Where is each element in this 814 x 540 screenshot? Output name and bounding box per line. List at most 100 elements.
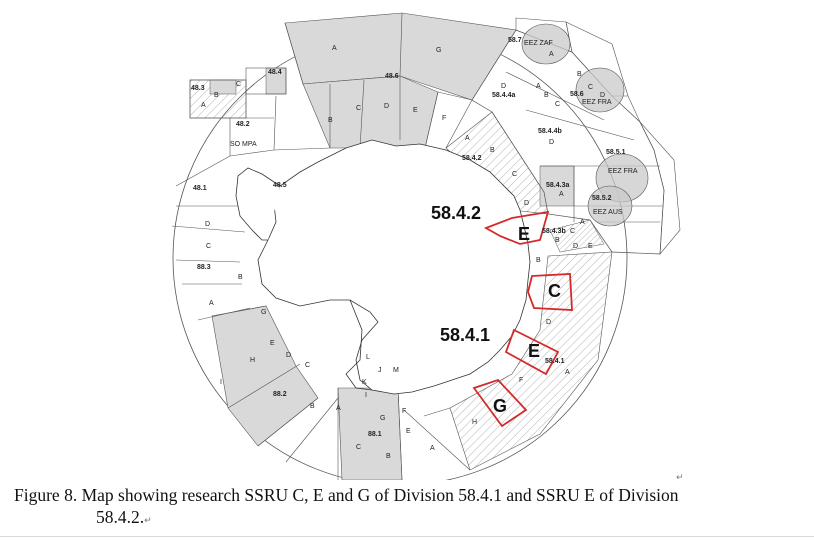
division-label: 58.4.3b xyxy=(542,228,566,235)
bottom-divider xyxy=(0,536,814,537)
ssru-letter: B xyxy=(386,453,391,460)
ssru-letter: C xyxy=(356,444,361,451)
ssru-letter: D xyxy=(600,92,605,99)
division-label: SO MPA xyxy=(230,141,257,148)
ssru-letter: A xyxy=(559,191,564,198)
ssru-letter: E xyxy=(270,340,275,347)
ssru-letter: C xyxy=(555,101,560,108)
division-label: 48.5 xyxy=(273,182,287,189)
division-label: 88.1 xyxy=(368,431,382,438)
ssru-letter: H xyxy=(250,357,255,364)
ssru-letter: D xyxy=(286,352,291,359)
outer-block-58-5-1 xyxy=(627,95,681,255)
caption-line-2: 58.4.2.↵ xyxy=(14,506,814,532)
ssru-58-4-1-g-label: G xyxy=(493,396,507,416)
ssru-letter: D xyxy=(384,103,389,110)
division-label: 48.6 xyxy=(385,73,399,80)
ssru-letter: E xyxy=(588,243,593,250)
ross-sea-coast xyxy=(345,299,373,391)
ssru-letter: E xyxy=(413,107,418,114)
eez-zaf xyxy=(521,23,571,65)
ssru-letter: F xyxy=(442,115,446,122)
ssru-letter: B xyxy=(555,237,560,244)
division-label: 58.5.2 xyxy=(592,195,612,202)
ssru-letter: D xyxy=(546,319,551,326)
ssru-letter: B xyxy=(544,92,549,99)
ssru-letter: F xyxy=(519,377,523,384)
ssru-letter: A xyxy=(536,83,541,90)
grid-line xyxy=(525,109,635,141)
division-label: 58.4.4a xyxy=(492,92,515,99)
ssru-letter: B xyxy=(536,257,541,264)
ccamlr-map: 48.3 48.4 48.6 48.2 SO MPA 48.5 48.1 88.… xyxy=(171,12,681,480)
ssru-letter: J xyxy=(378,367,382,374)
division-label: 58.4.3a xyxy=(546,182,569,189)
ssru-letter: G xyxy=(380,415,385,422)
ssru-letter: C xyxy=(356,105,361,112)
ssru-letter: C xyxy=(305,362,310,369)
ssru-letter: A xyxy=(565,369,570,376)
ssru-letter: B xyxy=(238,274,243,281)
eez-aus-heard xyxy=(587,185,633,227)
ssru-letter: D xyxy=(501,83,506,90)
ssru-letter: A xyxy=(332,45,337,52)
ssru-letter: A xyxy=(430,445,435,452)
ssru-letter: B xyxy=(577,71,582,78)
ssru-letter: A xyxy=(549,51,554,58)
ssru-letter: B xyxy=(214,92,219,99)
highlight-label-58-4-1: 58.4.1 xyxy=(440,325,490,345)
ssru-letter: L xyxy=(366,354,370,361)
ssru-letter: A xyxy=(580,219,585,226)
ssru-letter: C xyxy=(512,171,517,178)
division-label: 48.1 xyxy=(193,185,207,192)
ssru-58-4-1-c-outline xyxy=(527,273,573,311)
division-label: 88.3 xyxy=(197,264,211,271)
division-label: EEZ FRA xyxy=(582,99,612,106)
division-label: 88.2 xyxy=(273,391,287,398)
division-label: 58.4.4b xyxy=(538,128,562,135)
ssru-letter: D xyxy=(573,243,578,250)
ssru-letter: A xyxy=(336,405,341,412)
ssru-letter: C xyxy=(236,81,241,88)
ssru-letter: B xyxy=(328,117,333,124)
division-label: 48.3 xyxy=(191,85,205,92)
division-label: EEZ AUS xyxy=(593,209,623,216)
ssru-58-4-1-e-outline xyxy=(504,328,560,376)
division-label: 58.5.1 xyxy=(606,149,626,156)
eez-fra-crozet xyxy=(575,67,625,113)
ssru-letter: M xyxy=(393,367,399,374)
western-boxes xyxy=(189,67,287,156)
ssru-letter: C xyxy=(206,243,211,250)
ssru-letter: E xyxy=(406,428,411,435)
paragraph-mark: ↵ xyxy=(144,516,152,526)
highlight-label-58-4-2: 58.4.2 xyxy=(431,203,481,223)
antarctic-peninsula xyxy=(235,167,281,241)
ssru-58-4-1-e-label: E xyxy=(528,341,540,361)
division-label: 58.6 xyxy=(570,91,584,98)
ssru-letter: D xyxy=(524,200,529,207)
ssru-58-4-1-g-outline xyxy=(472,378,528,428)
sector-lines xyxy=(171,12,473,480)
ssru-letter: H xyxy=(472,419,477,426)
ssru-letters: A B C A G B C D E F D A B C A B C D D A … xyxy=(201,45,605,460)
ssru-letter: I xyxy=(365,392,367,399)
ssru-letter: D xyxy=(549,139,554,146)
ssru-letter: A xyxy=(465,135,470,142)
division-label: 48.2 xyxy=(236,121,250,128)
ssru-58-4-2-e-label: E xyxy=(518,224,530,244)
ssru-letter: B xyxy=(490,147,495,154)
ssru-letter: C xyxy=(570,228,575,235)
division-label: 58.4.1 xyxy=(545,358,565,365)
caption-line-1: Figure 8. Map showing research SSRU C, E… xyxy=(14,485,679,505)
ssru-letter: C xyxy=(588,84,593,91)
ssru-letter: F xyxy=(402,408,406,415)
grid-line xyxy=(505,71,605,121)
division-label: 48.4 xyxy=(268,69,282,76)
antarctica-landmass xyxy=(257,139,531,395)
division-label: EEZ FRA xyxy=(608,168,638,175)
ssru-letter: G xyxy=(436,47,441,54)
division-label: 58.7 xyxy=(508,37,522,44)
division-label: 58.4.2 xyxy=(462,155,482,162)
division-label: EEZ ZAF xyxy=(524,40,553,47)
hatched-area-58-4-3b xyxy=(549,219,605,253)
